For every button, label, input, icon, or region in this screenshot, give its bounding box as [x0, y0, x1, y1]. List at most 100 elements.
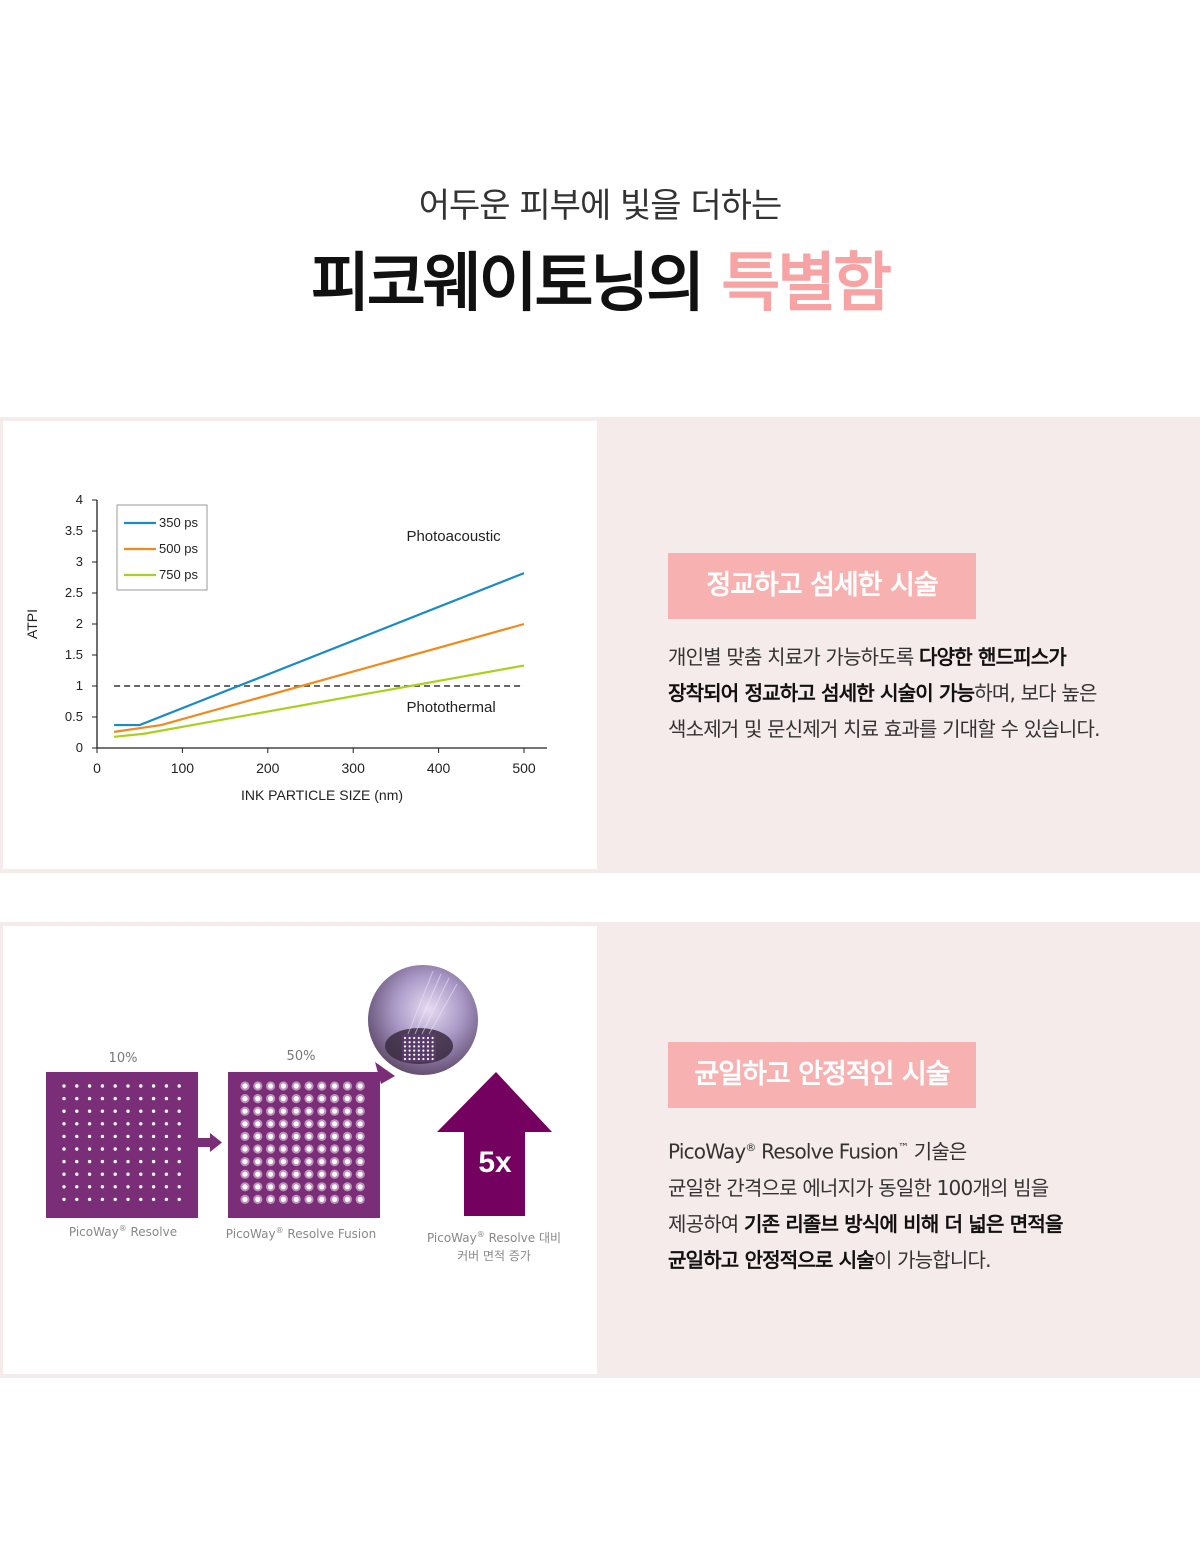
beam-dot [357, 1096, 363, 1102]
beam-dot [332, 1083, 338, 1089]
caption-resolve-fusion: PicoWay® Resolve Fusion [225, 1226, 377, 1241]
section-uniform-treatment: 10% 50% [0, 922, 1200, 1378]
beam-dot [242, 1184, 248, 1190]
beam-dot [255, 1108, 261, 1114]
beam-dot [242, 1121, 248, 1127]
beam-dot [62, 1109, 66, 1113]
beam-dot [344, 1108, 350, 1114]
beam-dot [62, 1159, 66, 1164]
beam-dot [87, 1197, 92, 1202]
zoom-dot [417, 1057, 420, 1061]
beam-dot [344, 1096, 350, 1102]
zoom-dot [422, 1057, 425, 1061]
coverage-percent-right: 50% [286, 1049, 316, 1064]
beam-dot [126, 1134, 130, 1139]
y-tick-label: 1 [76, 678, 83, 693]
beam-dot [87, 1109, 92, 1113]
zoom-dot [408, 1045, 411, 1048]
zoom-dot [422, 1053, 425, 1056]
beam-dot [100, 1084, 105, 1088]
beam-dot [62, 1122, 66, 1126]
desc-text: 개인별 맞춤 치료가 가능하도록 [668, 645, 920, 669]
beam-dot [139, 1197, 143, 1202]
beam-dot [332, 1146, 338, 1152]
zoom-dot [408, 1036, 411, 1040]
beam-dot [280, 1121, 286, 1127]
zoom-dot [431, 1049, 434, 1052]
beam-dot [357, 1146, 363, 1152]
zoom-dot [431, 1053, 434, 1056]
beam-dot [177, 1109, 181, 1113]
zoom-dot [417, 1053, 420, 1056]
beam-dot [293, 1096, 299, 1102]
beam-dot [126, 1109, 130, 1113]
zoom-dot [403, 1036, 407, 1040]
zoom-dot [417, 1045, 420, 1048]
beam-dot [164, 1185, 169, 1189]
beam-dot [344, 1196, 350, 1202]
page-title-main: 피코웨이토닝의 [310, 247, 705, 321]
beam-dot [100, 1159, 105, 1164]
beam-dot [357, 1184, 363, 1190]
beam-dot [255, 1133, 261, 1139]
beam-dot [177, 1096, 181, 1101]
zoom-dot [403, 1041, 407, 1044]
beam-dot [177, 1185, 181, 1189]
zoom-dot [408, 1053, 411, 1056]
beam-dot [113, 1172, 117, 1176]
zoom-dot [431, 1036, 434, 1040]
beam-dot [268, 1121, 274, 1127]
chart-panel: 0 0.5 1 1.5 2 2.5 3 3.5 4 0 100 200 300 400 500 INK PAR… [3, 421, 597, 869]
beam-dot [319, 1108, 325, 1114]
zoom-dot [422, 1049, 425, 1052]
beam-dot [332, 1159, 338, 1165]
beam-dot [139, 1122, 143, 1126]
uniform-treatment-badge: 균일하고 안정적인 시술 [668, 1042, 976, 1108]
beam-dot [255, 1159, 261, 1165]
beam-dot [268, 1146, 274, 1152]
beam-dot [293, 1083, 299, 1089]
beam-dot [242, 1096, 248, 1102]
zoom-dot [413, 1036, 416, 1040]
beam-dot [75, 1109, 79, 1113]
beam-dot [280, 1146, 286, 1152]
beam-dot [293, 1108, 299, 1114]
beam-dot [306, 1083, 312, 1089]
beam-dot [139, 1096, 143, 1101]
zoom-beam-dots [403, 1036, 434, 1061]
beam-dot [87, 1159, 92, 1164]
y-tick-label: 3 [76, 554, 83, 569]
beam-dot [344, 1146, 350, 1152]
beam-dot [344, 1083, 350, 1089]
beam-dot [332, 1184, 338, 1190]
zoom-dot [422, 1045, 425, 1048]
chart-annotation: Photothermal [406, 699, 495, 716]
beam-dot [87, 1147, 92, 1151]
beam-dot [62, 1134, 66, 1139]
beam-dot [151, 1185, 156, 1189]
beam-dot [268, 1159, 274, 1165]
zoom-dot [403, 1049, 407, 1052]
beam-dot [357, 1133, 363, 1139]
beam-dot [255, 1184, 261, 1190]
zoom-dot [403, 1053, 407, 1056]
beam-dot [319, 1121, 325, 1127]
beam-dot [357, 1121, 363, 1127]
zoom-dot [426, 1036, 430, 1040]
y-tick-label: 1.5 [65, 647, 83, 662]
right-arrow-icon [198, 1133, 222, 1152]
beam-dot [151, 1147, 156, 1151]
beam-dot [151, 1197, 156, 1202]
beam-dot [164, 1134, 169, 1139]
handpiece-zoom-icon [368, 965, 478, 1084]
beam-dot [268, 1171, 274, 1177]
beam-dot [177, 1159, 181, 1164]
beam-dot [75, 1159, 79, 1164]
beam-dot [319, 1083, 325, 1089]
beam-dot [255, 1096, 261, 1102]
beam-dot [293, 1159, 299, 1165]
beam-dot [268, 1133, 274, 1139]
beam-dot [62, 1147, 66, 1151]
beam-dot [139, 1147, 143, 1151]
beam-dot [319, 1159, 325, 1165]
